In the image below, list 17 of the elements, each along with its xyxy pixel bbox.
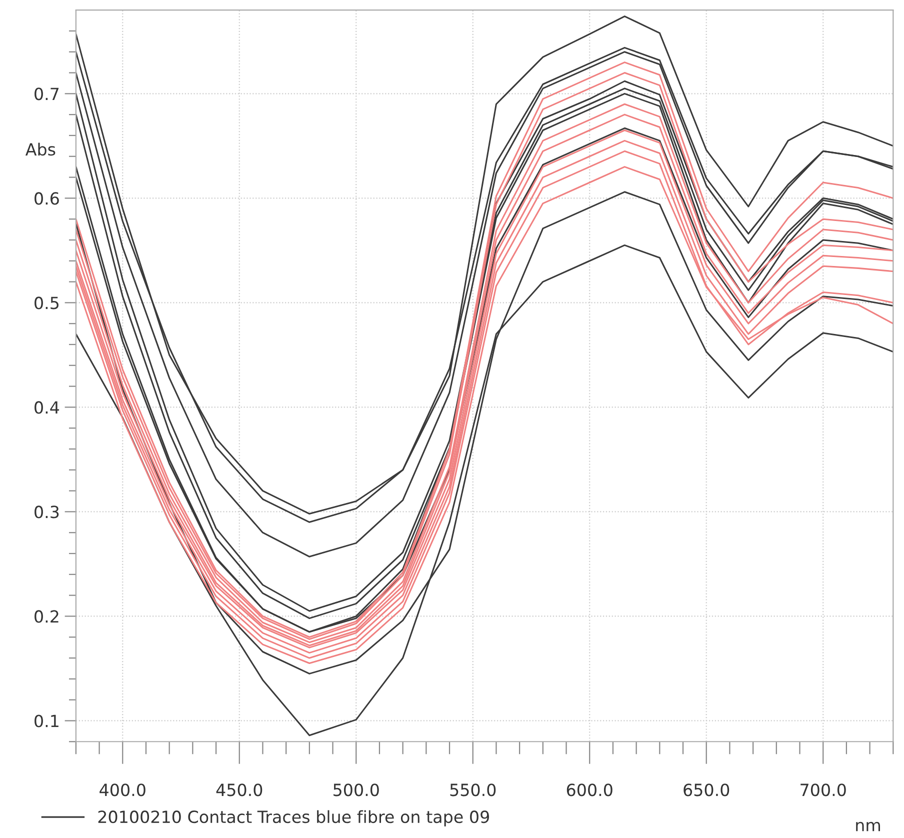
x-tick-label: 600.0 [566,784,612,796]
x-tick-label: 650.0 [684,784,730,796]
x-tick-label: 550.0 [450,784,496,796]
y-tick-label: 0.7 [34,88,59,100]
y-axis-title: Abs [25,142,56,156]
y-tick-label: 0.5 [34,296,59,310]
y-tick-label: 0.1 [34,714,58,728]
y-tick-label: 0.3 [34,506,59,518]
y-tick-label: 0.6 [34,192,59,205]
x-tick-label: 700.0 [800,784,846,796]
y-tick-label: 0.2 [34,610,58,623]
x-tick-label: 500.0 [334,784,379,796]
x-tick-label: 450.0 [216,784,262,796]
x-tick-label: 400.0 [100,784,146,796]
legend-label: 20100210 Contact Traces blue fibre on tape 09 [98,810,489,826]
x-axis-title: nm [856,822,880,832]
y-tick-label: 0.4 [34,401,60,414]
